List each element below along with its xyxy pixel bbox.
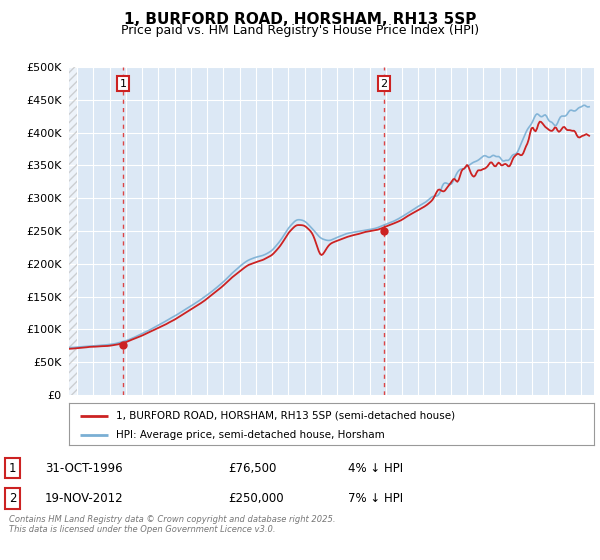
Text: 2: 2 bbox=[9, 492, 17, 505]
Text: 19-NOV-2012: 19-NOV-2012 bbox=[45, 492, 124, 505]
Text: £76,500: £76,500 bbox=[228, 461, 277, 475]
Text: 7% ↓ HPI: 7% ↓ HPI bbox=[348, 492, 403, 505]
Text: 1: 1 bbox=[119, 78, 127, 88]
Bar bbox=[69, 67, 77, 395]
Text: 31-OCT-1996: 31-OCT-1996 bbox=[45, 461, 122, 475]
Text: Contains HM Land Registry data © Crown copyright and database right 2025.
This d: Contains HM Land Registry data © Crown c… bbox=[9, 515, 335, 534]
Text: 2: 2 bbox=[380, 78, 388, 88]
Text: 1: 1 bbox=[9, 461, 17, 475]
Text: 1, BURFORD ROAD, HORSHAM, RH13 5SP (semi-detached house): 1, BURFORD ROAD, HORSHAM, RH13 5SP (semi… bbox=[116, 411, 455, 421]
Text: £250,000: £250,000 bbox=[228, 492, 284, 505]
Text: 1, BURFORD ROAD, HORSHAM, RH13 5SP: 1, BURFORD ROAD, HORSHAM, RH13 5SP bbox=[124, 12, 476, 27]
Text: Price paid vs. HM Land Registry's House Price Index (HPI): Price paid vs. HM Land Registry's House … bbox=[121, 24, 479, 37]
Text: HPI: Average price, semi-detached house, Horsham: HPI: Average price, semi-detached house,… bbox=[116, 430, 385, 440]
Text: 4% ↓ HPI: 4% ↓ HPI bbox=[348, 461, 403, 475]
